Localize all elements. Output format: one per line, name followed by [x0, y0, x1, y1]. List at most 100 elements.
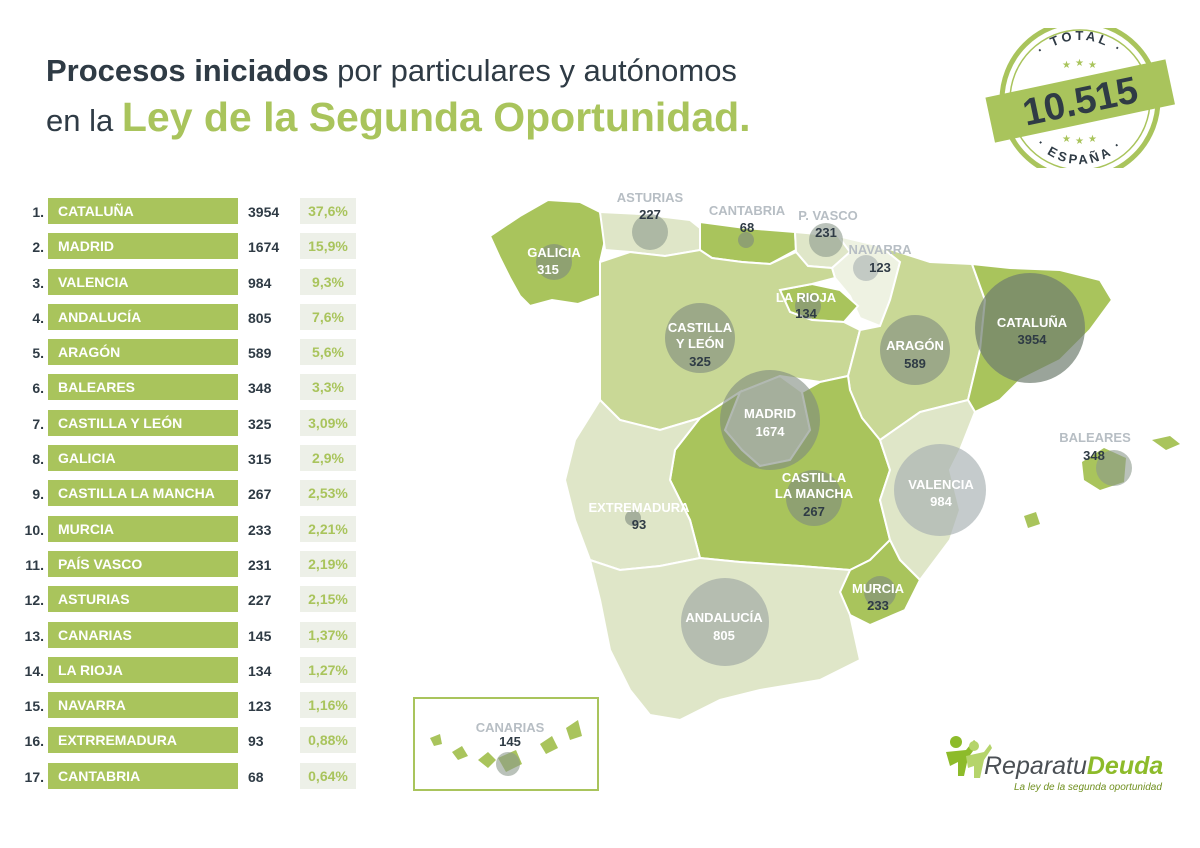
map-label-value: 233 [867, 598, 889, 613]
bubble-cyl [665, 303, 735, 373]
ranking-row: 9. CASTILLA LA MANCHA 267 2,53% [22, 478, 362, 513]
map-label-value: 134 [795, 306, 817, 321]
star-icon: ★ [1075, 136, 1084, 147]
region-count: 123 [248, 698, 272, 715]
ranking-row: 14. LA RIOJA 134 1,27% [22, 655, 362, 690]
region-pct: 15,9% [300, 233, 356, 260]
rank-number: 15. [24, 698, 44, 715]
star-icon: ★ [1088, 60, 1097, 71]
map-label-value: 315 [537, 262, 559, 277]
ranking-row: 10. MURCIA 233 2,21% [22, 514, 362, 549]
ranking-row: 12. ASTURIAS 227 2,15% [22, 584, 362, 619]
region-name: CASTILLA Y LEÓN [48, 409, 238, 436]
region-pct: 3,09% [300, 409, 356, 436]
region-name: CATALUÑA [48, 198, 238, 224]
brand-logo: ReparatuDeuda La ley de la segunda oport… [944, 730, 1164, 800]
rank-number: 13. [24, 627, 44, 644]
ranking-row: 4. ANDALUCÍA 805 7,6% [22, 302, 362, 337]
brand-part2: Deuda [1086, 752, 1164, 780]
bubble-canarias [496, 752, 520, 776]
ranking-row: 15. NAVARRA 123 1,16% [22, 690, 362, 725]
map-label-value: 1674 [756, 424, 786, 439]
rank-number: 1. [32, 204, 44, 220]
map-label-value: 231 [815, 225, 837, 240]
region-name: ARAGÓN [48, 339, 238, 366]
region-pct: 2,9% [300, 445, 356, 472]
rank-number: 11. [25, 556, 44, 573]
region-pct: 2,19% [300, 550, 356, 577]
map-label-value: 3954 [1018, 332, 1048, 347]
canarias-island [430, 734, 442, 746]
map-label-value: 123 [869, 260, 891, 275]
brand-tagline: La ley de la segunda oportunidad [1014, 782, 1162, 793]
rank-number: 8. [32, 451, 44, 468]
ranking-row: 7. CASTILLA Y LEÓN 325 3,09% [22, 408, 362, 443]
map-label-name: ANDALUCÍA [685, 610, 763, 625]
ranking-row: 6. BALEARES 348 3,3% [22, 372, 362, 407]
map-label-name: P. VASCO [798, 208, 857, 223]
region-count: 984 [248, 274, 272, 291]
map-label-name: CASTILLA [668, 320, 733, 335]
map-label-name: CASTILLA [782, 470, 847, 485]
map-label-value: 589 [904, 356, 926, 371]
region-name: CASTILLA LA MANCHA [48, 480, 238, 507]
region-name: GALICIA [48, 445, 238, 472]
region-pct: 9,3% [300, 268, 356, 295]
region-count: 227 [248, 592, 272, 609]
region-name: NAVARRA [48, 692, 238, 719]
canarias-island [540, 736, 558, 754]
rank-number: 5. [32, 345, 44, 362]
bubble-asturias [632, 214, 668, 250]
region-name: LA RIOJA [48, 656, 238, 683]
region-name: ANDALUCÍA [48, 303, 238, 330]
map-label-name: CANTABRIA [709, 203, 786, 218]
people-icon [946, 736, 992, 778]
title-highlight: Ley de la Segunda Oportunidad. [121, 94, 751, 140]
region-name: EXTRREMADURA [48, 727, 238, 754]
region-name: BALEARES [48, 374, 238, 401]
ranking-row: 5. ARAGÓN 589 5,6% [22, 337, 362, 372]
star-icon: ★ [1062, 134, 1071, 145]
star-icon: ★ [1062, 60, 1071, 71]
bubble-aragon [880, 315, 950, 385]
rank-number: 6. [32, 380, 44, 397]
map-label-value: 348 [1083, 448, 1105, 463]
bubble-larioja [795, 293, 821, 319]
region-pct: 1,16% [300, 692, 356, 719]
region-count: 68 [248, 768, 264, 785]
region-name: MURCIA [48, 515, 238, 542]
region-name: CANTABRIA [48, 762, 238, 789]
map-label-name: LA RIOJA [776, 290, 837, 305]
rank-number: 17. [24, 768, 44, 785]
canarias-island [478, 752, 496, 768]
page-title: Procesos iniciados por particulares y au… [46, 52, 806, 144]
rank-number: 3. [32, 274, 44, 291]
region-pct: 2,53% [300, 480, 356, 507]
region-pct: 1,37% [300, 621, 356, 648]
stamp-top-text: · TOTAL · [1034, 28, 1124, 57]
region-baleares-menorca [1152, 436, 1180, 450]
region-pct: 1,27% [300, 656, 356, 683]
ranking-row: 2. MADRID 1674 15,9% [22, 231, 362, 266]
ranking-row: 3. VALENCIA 984 9,3% [22, 267, 362, 302]
region-pct: 0,88% [300, 727, 356, 754]
map-label-name: CATALUÑA [997, 315, 1068, 330]
bubble-galicia [536, 244, 572, 280]
rank-number: 9. [32, 486, 44, 503]
bubble-murcia [864, 576, 896, 608]
star-icon: ★ [1088, 134, 1097, 145]
map-label-name: MADRID [744, 406, 796, 421]
ranking-row: 1. CATALUÑA 3954 37,6% [22, 196, 362, 231]
rank-number: 10. [24, 521, 44, 538]
rank-number: 4. [32, 309, 44, 326]
map-label-value: 805 [713, 628, 735, 643]
region-count: 1674 [248, 239, 280, 256]
star-icon: ★ [1075, 58, 1084, 69]
rank-number: 14. [24, 662, 44, 679]
map-label-value: 227 [639, 207, 661, 222]
region-count: 805 [248, 309, 272, 326]
map-label-value: 68 [740, 220, 754, 235]
map-label-name: NAVARRA [848, 242, 912, 257]
rank-number: 2. [32, 239, 44, 256]
title-rest: por particulares y autónomos [328, 53, 737, 88]
